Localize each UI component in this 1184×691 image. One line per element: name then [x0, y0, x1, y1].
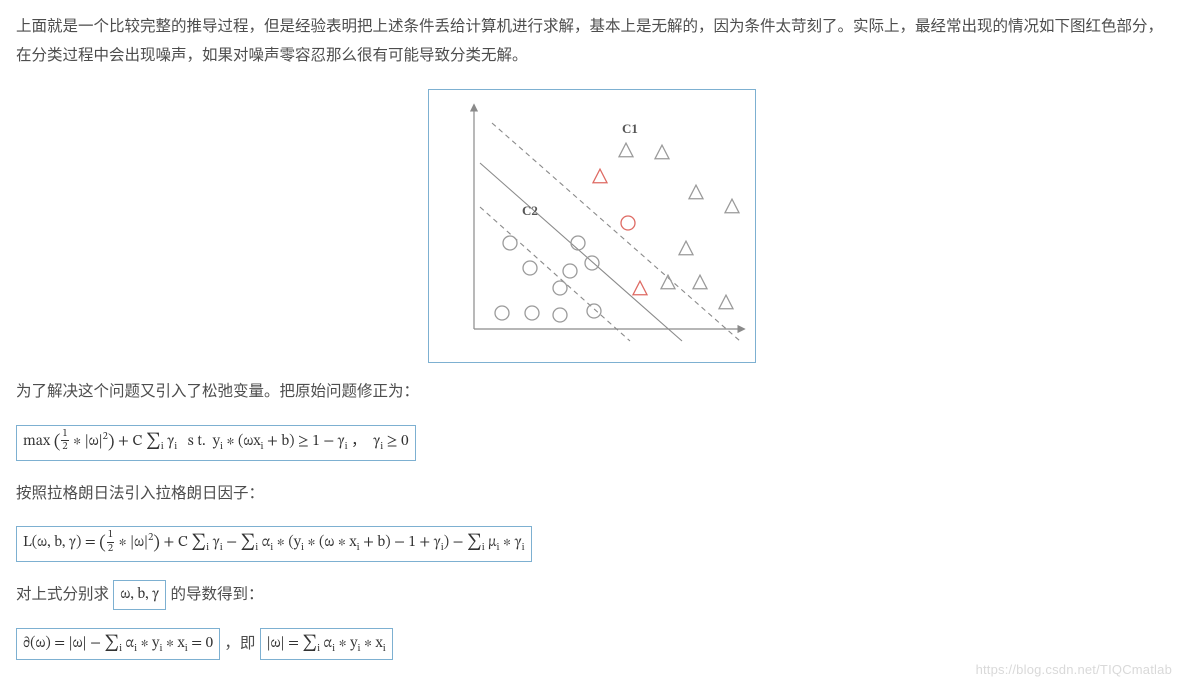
- equation-1-row: max (12 ∗ |ω|2) + C ∑i γi s t. yi ∗ (ωxi…: [16, 425, 1168, 461]
- svg-text:C2: C2: [522, 203, 538, 218]
- equation-3-row: ∂(ω) = |ω| − ∑i αi ∗ yi ∗ xi = 0 ，即 |ω| …: [16, 628, 1168, 660]
- paragraph-intro: 上面就是一个比较完整的推导过程，但是经验表明把上述条件丢给计算机进行求解，基本上…: [16, 12, 1168, 71]
- svg-text:C1: C1: [622, 121, 638, 136]
- watermark-text: https://blog.csdn.net/TIQCmatlab: [976, 658, 1172, 683]
- equation-vars-wbgamma: ω, b, γ: [113, 580, 166, 610]
- svm-noise-figure: C1 C2: [428, 89, 756, 363]
- equation-slack-objective: max (12 ∗ |ω|2) + C ∑i γi s t. yi ∗ (ωxi…: [16, 425, 416, 461]
- p4-part-b: 的导数得到：: [170, 586, 263, 603]
- comma-ji: ，即: [224, 635, 255, 652]
- svm-scatter-chart: C1 C2: [432, 93, 752, 349]
- equation-domega: ∂(ω) = |ω| − ∑i αi ∗ yi ∗ xi = 0: [16, 628, 220, 660]
- figure-wrapper: C1 C2: [16, 89, 1168, 363]
- p4-part-a: 对上式分别求: [16, 586, 109, 603]
- paragraph-lagrange: 按照拉格朗日法引入拉格朗日因子：: [16, 479, 1168, 508]
- paragraph-derivative: 对上式分别求 ω, b, γ 的导数得到：: [16, 580, 1168, 610]
- equation-lagrangian: L(ω, b, γ) = (12 ∗ |ω|2) + C ∑i γi − ∑i …: [16, 526, 532, 562]
- paragraph-slack-intro: 为了解决这个问题又引入了松弛变量。把原始问题修正为：: [16, 377, 1168, 406]
- equation-omega: |ω| = ∑i αi ∗ yi ∗ xi: [260, 628, 393, 660]
- equation-2-row: L(ω, b, γ) = (12 ∗ |ω|2) + C ∑i γi − ∑i …: [16, 526, 1168, 562]
